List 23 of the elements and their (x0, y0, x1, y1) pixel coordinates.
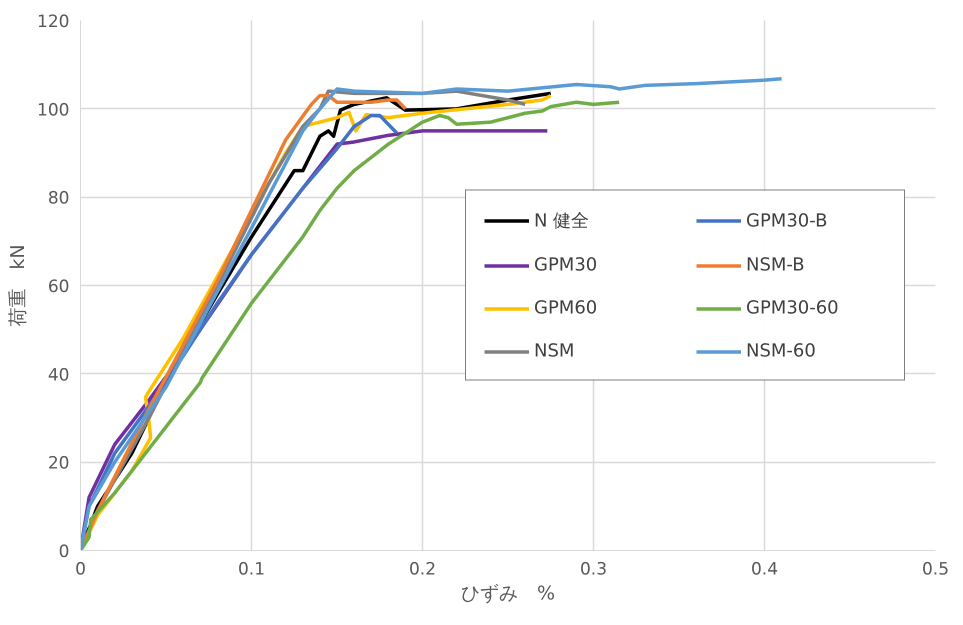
legend-label: NSM-60 (746, 340, 817, 362)
x-tick-label: 0 (75, 560, 86, 580)
y-axis-title: 荷重 kN (7, 244, 30, 327)
legend-label: NSM (534, 340, 576, 362)
x-tick-label: 0.1 (238, 560, 266, 580)
x-tick-label: 0.4 (750, 560, 778, 580)
legend-label: GPM30-B (746, 210, 828, 231)
x-axis-title: ひずみ % (460, 582, 556, 604)
x-tick-label: 0.3 (580, 560, 608, 580)
legend-label: GPM60 (534, 298, 598, 318)
y-tick-label: 40 (48, 365, 70, 386)
legend-label: GPM30-60 (746, 298, 840, 318)
y-tick-label: 60 (48, 277, 70, 297)
x-tick-label: 0.5 (922, 560, 950, 580)
y-tick-label: 0 (58, 542, 70, 562)
y-tick-label: 80 (48, 188, 70, 209)
legend-label: GPM30 (534, 254, 598, 276)
y-tick-label: 120 (37, 12, 70, 32)
legend-label: N 健全 (534, 210, 590, 232)
y-tick-label: 100 (37, 100, 70, 120)
x-tick-label: 0.2 (408, 560, 436, 580)
y-tick-label: 20 (48, 454, 70, 474)
legend-label: NSM-B (746, 254, 806, 276)
